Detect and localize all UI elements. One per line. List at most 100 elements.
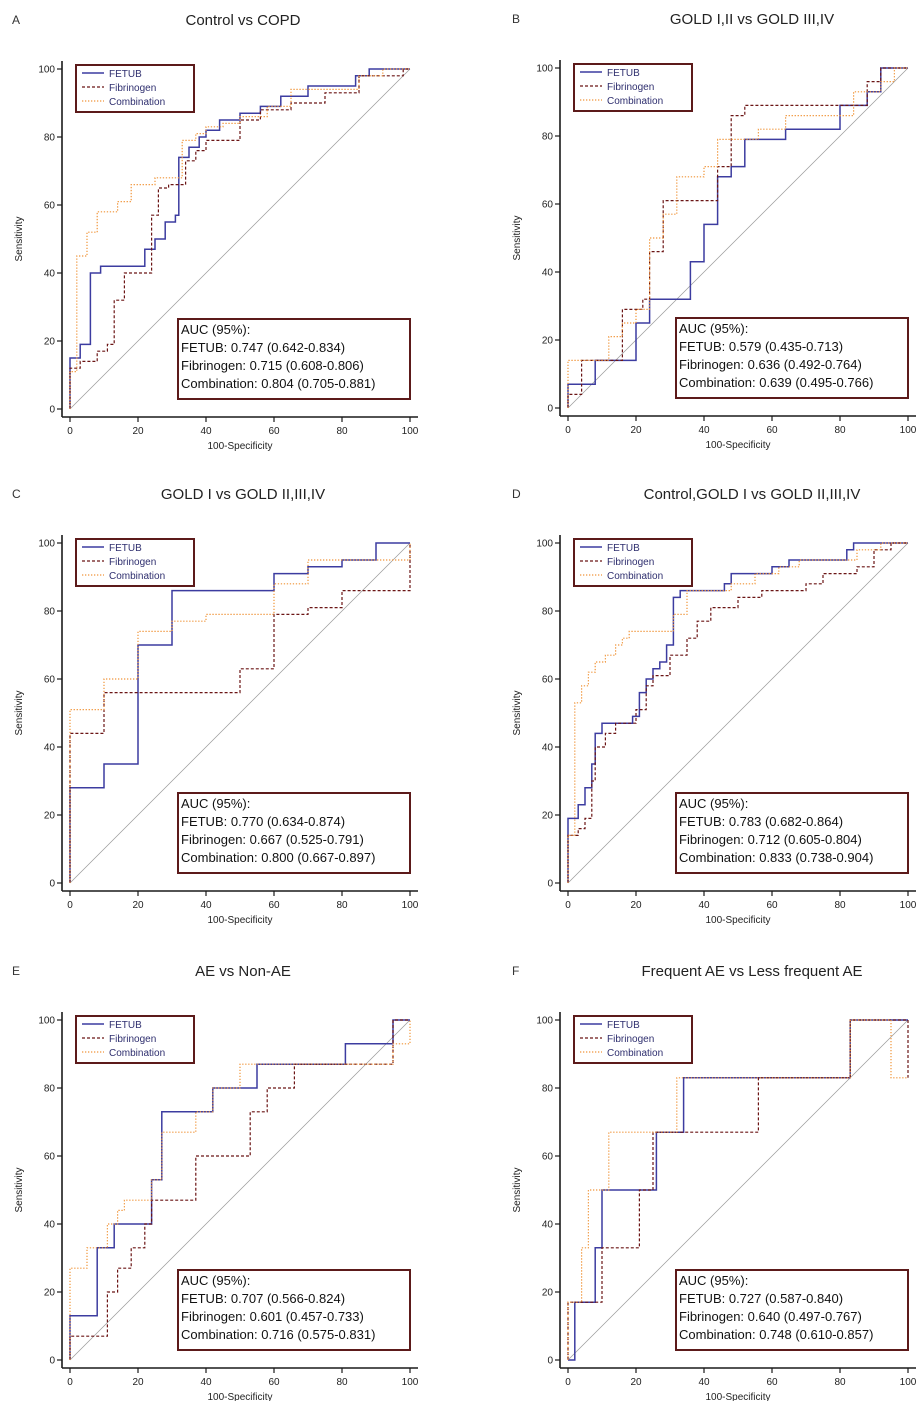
panel-e-reference-line bbox=[69, 1019, 411, 1361]
panel-d-x-tick-label: 60 bbox=[766, 900, 778, 911]
panel-b-auc-box bbox=[675, 317, 909, 399]
panel-f-reference-line bbox=[567, 1019, 909, 1361]
panel-f-legend bbox=[573, 1015, 693, 1064]
panel-a-legend-label: Combination bbox=[109, 97, 165, 108]
panel-d-y-label: Sensitivity bbox=[512, 690, 523, 735]
panel-b: B GOLD I,II vs GOLD III,IV 0 20 40 60 80 100 0 20… bbox=[512, 11, 917, 451]
panel-b-x-tick-label: 80 bbox=[834, 425, 846, 436]
panel-c-x-tick-label: 20 bbox=[132, 900, 144, 911]
panel-a-auc-title: AUC (95%): bbox=[181, 322, 250, 337]
panel-e-y-tick-label: 20 bbox=[44, 1288, 56, 1299]
panel-b-y-tick-label: 100 bbox=[536, 64, 553, 75]
panel-e-legend-label: Fibrinogen bbox=[109, 1034, 156, 1045]
panel-c-y-tick-label: 60 bbox=[44, 675, 56, 686]
panel-e-auc-line: Combination: 0.716 (0.575-0.831) bbox=[181, 1327, 375, 1342]
panel-b-title: GOLD I,II vs GOLD III,IV bbox=[670, 11, 834, 28]
panel-c-letter: C bbox=[12, 487, 21, 501]
panel-d-auc-line: Combination: 0.833 (0.738-0.904) bbox=[679, 850, 873, 865]
panel-d-y-tick-label: 100 bbox=[536, 539, 553, 550]
panel-e-auc-line: Fibrinogen: 0.601 (0.457-0.733) bbox=[181, 1309, 364, 1324]
panel-f-auc-title: AUC (95%): bbox=[679, 1273, 748, 1288]
panel-e: E AE vs Non-AE 0 20 40 60 80 100 0 20 40 60 80 100 100… bbox=[12, 963, 419, 1401]
panel-f-auc-line: Fibrinogen: 0.640 (0.497-0.767) bbox=[679, 1309, 862, 1324]
panel-b-x-tick-label: 60 bbox=[766, 425, 778, 436]
panel-e-auc-title: AUC (95%): bbox=[181, 1273, 250, 1288]
panel-e-y-tick-label: 40 bbox=[44, 1220, 56, 1231]
panel-a-auc-line: Combination: 0.804 (0.705-0.881) bbox=[181, 376, 375, 391]
panel-a-y-label: Sensitivity bbox=[14, 216, 25, 261]
panel-e-y-label: Sensitivity bbox=[14, 1167, 25, 1212]
panel-c: C GOLD I vs GOLD II,III,IV 0 20 40 60 80 100 0 20… bbox=[12, 486, 419, 926]
panel-d-auc-line: FETUB: 0.783 (0.682-0.864) bbox=[679, 814, 843, 829]
panel-d-x-tick-label: 20 bbox=[630, 900, 642, 911]
panel-c-roc-curve-combination bbox=[69, 543, 411, 883]
panel-c-x-tick-label: 80 bbox=[336, 900, 348, 911]
panel-c-legend-label: FETUB bbox=[109, 543, 142, 554]
panel-b-x-label: 100-Specificity bbox=[705, 440, 770, 451]
panel-f-y-tick-label: 80 bbox=[542, 1084, 554, 1095]
panel-d-roc-curve-fibrinogen bbox=[567, 542, 908, 883]
panel-d-y-tick-label: 0 bbox=[547, 879, 553, 890]
panel-d-roc-curve-fetub bbox=[567, 542, 908, 883]
panel-a-reference-line bbox=[69, 68, 411, 410]
panel-c-title: GOLD I vs GOLD II,III,IV bbox=[161, 486, 325, 503]
panel-c-y-label: Sensitivity bbox=[14, 690, 25, 735]
panel-f-auc-box bbox=[675, 1269, 909, 1351]
panel-f-x-tick-label: 20 bbox=[630, 1377, 642, 1388]
panel-e-auc-box bbox=[177, 1269, 411, 1351]
panel-a-auc-line: Fibrinogen: 0.715 (0.608-0.806) bbox=[181, 358, 364, 373]
panel-a-roc-curve-combination bbox=[69, 68, 410, 409]
panel-a-x-tick-label: 80 bbox=[336, 426, 348, 437]
panel-d-x-tick-label: 0 bbox=[565, 900, 571, 911]
panel-c-y-tick-label: 0 bbox=[49, 879, 55, 890]
panel-d-letter: D bbox=[512, 487, 521, 501]
panel-c-y-tick-label: 20 bbox=[44, 811, 56, 822]
panel-a-y-tick-label: 80 bbox=[44, 133, 56, 144]
panel-a-y-tick-label: 40 bbox=[44, 269, 56, 280]
panel-e-x-tick-label: 60 bbox=[268, 1377, 280, 1388]
panel-d-reference-line bbox=[567, 542, 909, 884]
panel-f-legend-label: Combination bbox=[607, 1048, 663, 1059]
panel-f-y-tick-label: 100 bbox=[536, 1016, 553, 1027]
panel-e-x-label: 100-Specificity bbox=[207, 1392, 272, 1401]
panel-f-y-tick-label: 40 bbox=[542, 1220, 554, 1231]
panel-a-x-tick-label: 100 bbox=[402, 426, 419, 437]
panel-e-y-tick-label: 0 bbox=[49, 1356, 55, 1367]
panel-a-x-tick-label: 20 bbox=[132, 426, 144, 437]
panel-a-x-label: 100-Specificity bbox=[207, 441, 272, 452]
panel-f-x-tick-label: 80 bbox=[834, 1377, 846, 1388]
panel-d-x-tick-label: 80 bbox=[834, 900, 846, 911]
panel-a-x-tick-label: 0 bbox=[67, 426, 73, 437]
panel-d-x-tick-label: 40 bbox=[698, 900, 710, 911]
panel-f-x-tick-label: 40 bbox=[698, 1377, 710, 1388]
panel-b-roc-curve-fibrinogen bbox=[567, 67, 908, 408]
panel-f-x-tick-label: 0 bbox=[565, 1377, 571, 1388]
panel-c-roc-curve-fibrinogen bbox=[69, 543, 411, 883]
panel-e-x-tick-label: 100 bbox=[402, 1377, 419, 1388]
panel-a-auc-box bbox=[177, 318, 411, 400]
panel-f-y-label: Sensitivity bbox=[512, 1167, 523, 1212]
panel-d: D Control,GOLD I vs GOLD II,III,IV 0 20 40 60… bbox=[512, 486, 917, 926]
panel-f-auc-line: Combination: 0.748 (0.610-0.857) bbox=[679, 1327, 873, 1342]
panel-c-auc-line: Combination: 0.800 (0.667-0.897) bbox=[181, 850, 375, 865]
panel-b-legend-label: FETUB bbox=[607, 68, 640, 79]
panel-c-auc-title: AUC (95%): bbox=[181, 796, 250, 811]
panel-d-x-tick-label: 100 bbox=[900, 900, 917, 911]
panel-b-x-tick-label: 100 bbox=[900, 425, 917, 436]
panel-b-x-tick-label: 20 bbox=[630, 425, 642, 436]
panel-c-legend-label: Fibrinogen bbox=[109, 557, 156, 568]
panel-e-x-tick-label: 0 bbox=[67, 1377, 73, 1388]
panel-e-roc-curve-fetub bbox=[69, 1019, 410, 1360]
panel-b-auc-title: AUC (95%): bbox=[679, 321, 748, 336]
panel-f-title: Frequent AE vs Less frequent AE bbox=[642, 963, 863, 980]
panel-b-x-tick-label: 0 bbox=[565, 425, 571, 436]
panel-b-auc-line: Fibrinogen: 0.636 (0.492-0.764) bbox=[679, 357, 862, 372]
panel-f: F Frequent AE vs Less frequent AE 0 20 40 60 8… bbox=[512, 963, 917, 1401]
panel-d-auc-title: AUC (95%): bbox=[679, 796, 748, 811]
panel-f-x-tick-label: 60 bbox=[766, 1377, 778, 1388]
panel-b-roc-curve-combination bbox=[567, 67, 908, 408]
panel-c-reference-line bbox=[69, 542, 411, 884]
panel-e-letter: E bbox=[12, 964, 20, 978]
panel-e-title: AE vs Non-AE bbox=[195, 963, 291, 980]
